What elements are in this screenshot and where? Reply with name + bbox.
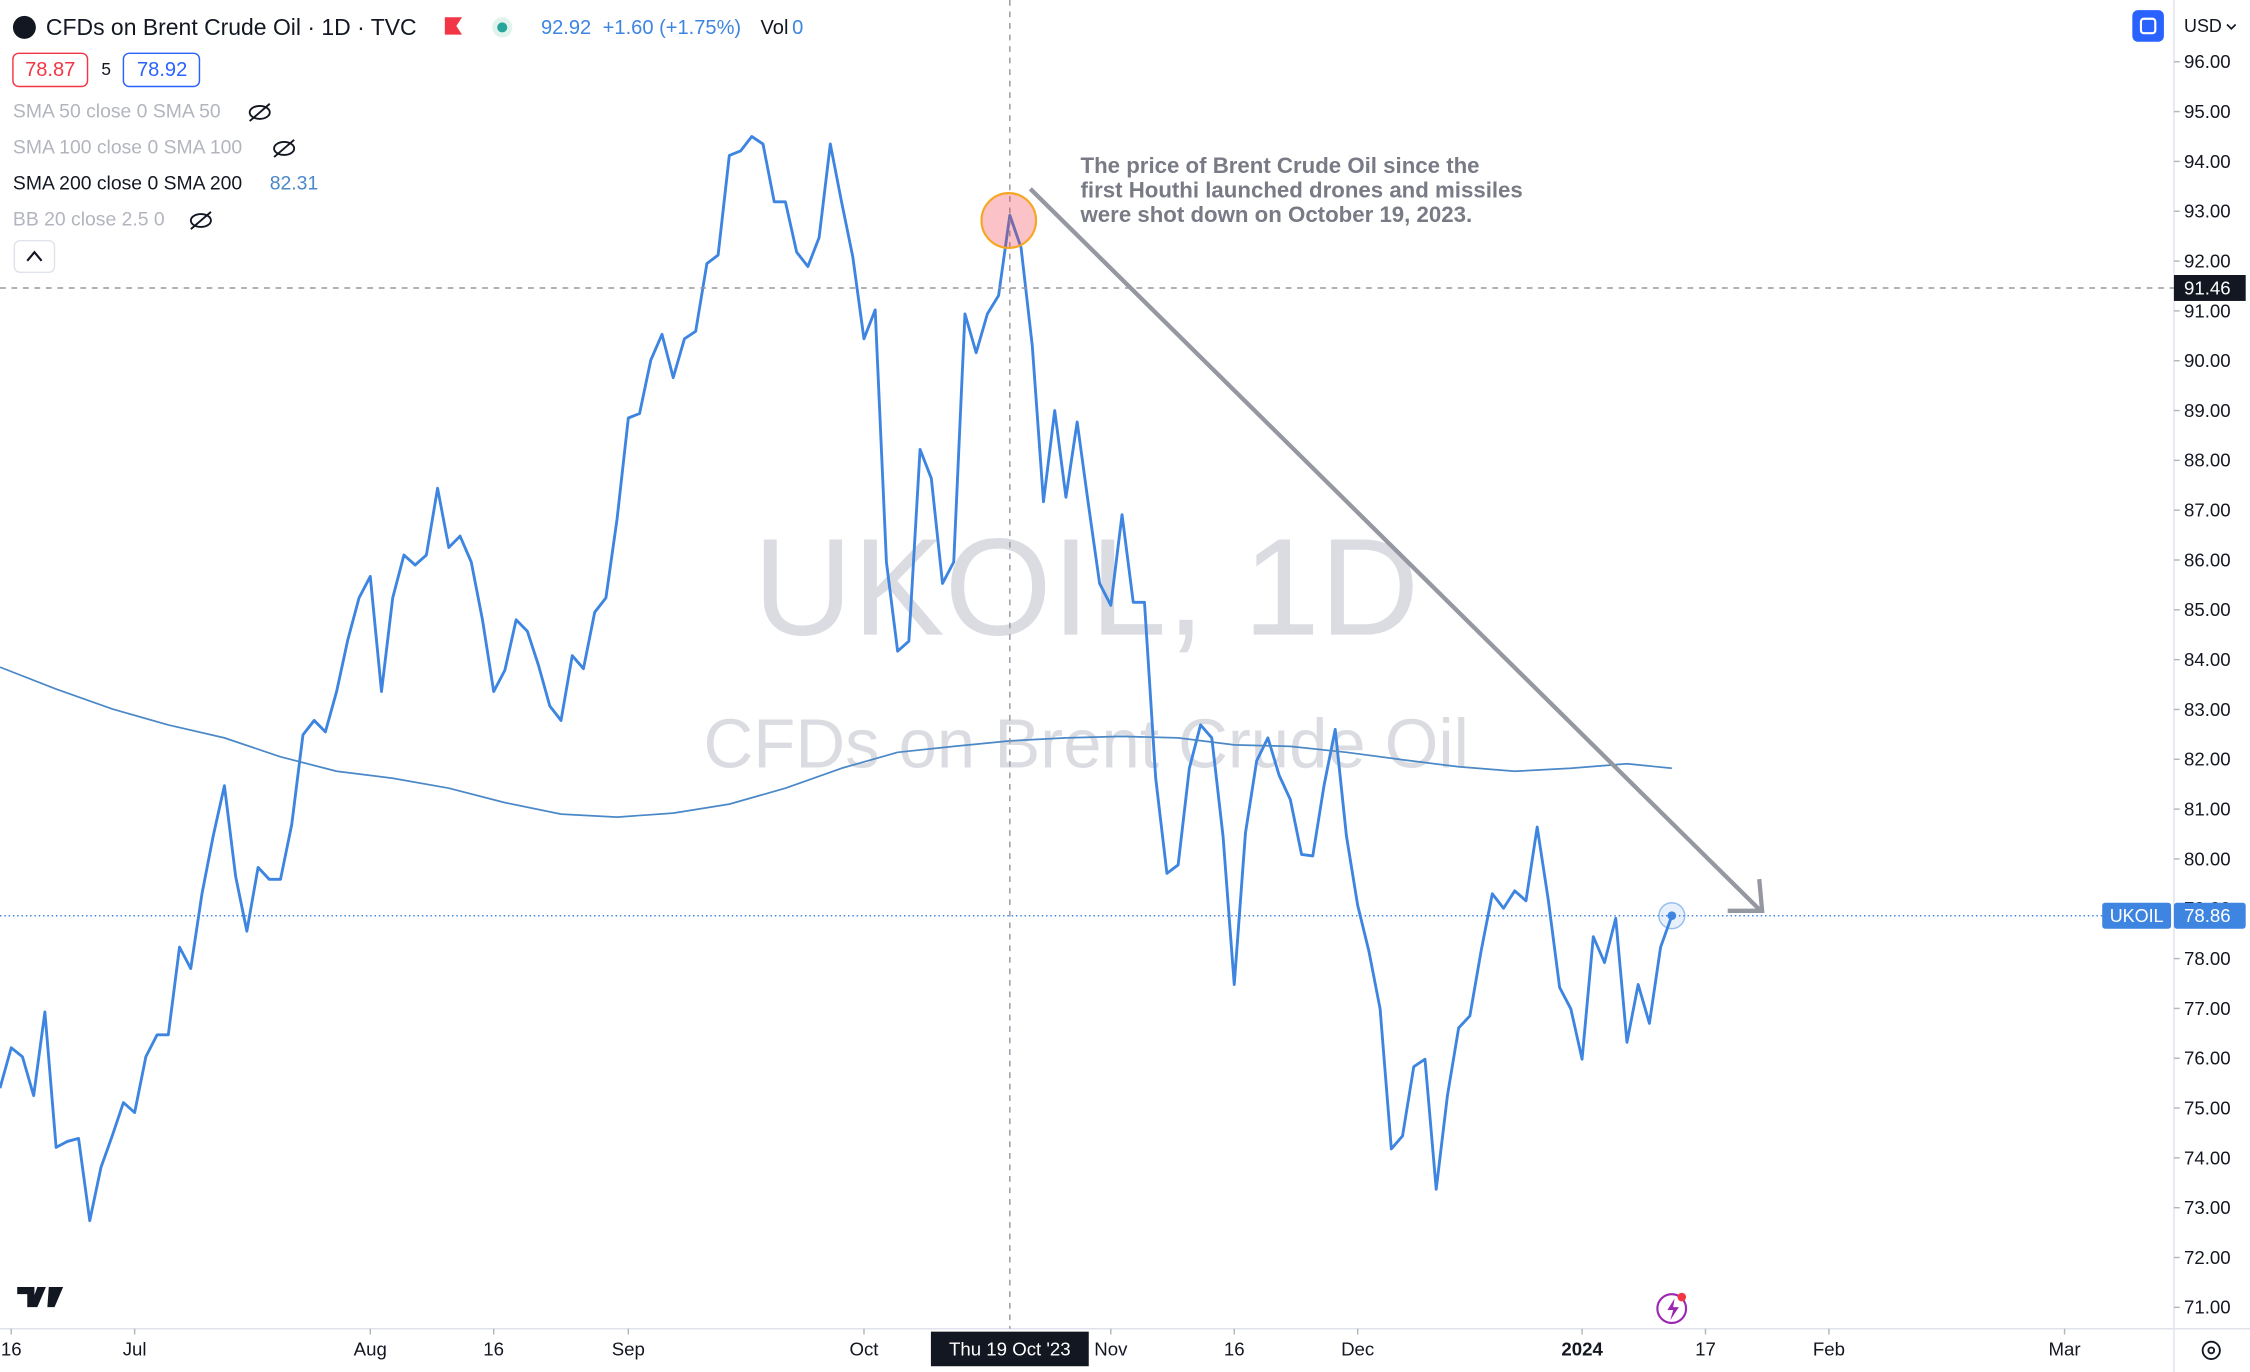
y-tick-label: 94.00 xyxy=(2184,151,2231,172)
y-tick-label: 83.00 xyxy=(2184,699,2231,720)
last-point xyxy=(1667,911,1677,921)
events-icon[interactable] xyxy=(1656,1293,1688,1325)
indicator-legend: SMA 50 close 0 SMA 50 SMA 100 close 0 SM… xyxy=(13,101,318,231)
y-tick-label: 72.00 xyxy=(2184,1247,2231,1268)
auto-scale-icon xyxy=(2139,17,2157,35)
x-tick-label: Mar xyxy=(2048,1338,2080,1359)
y-tick-label: 74.00 xyxy=(2184,1147,2231,1168)
events-bolt xyxy=(1667,1298,1679,1321)
indicator-value: 82.31 xyxy=(270,173,318,195)
arrow-head xyxy=(1727,878,1765,913)
y-tick-label: 96.00 xyxy=(2184,51,2231,72)
y-tick-label: 81.00 xyxy=(2184,798,2231,819)
annotation-line: first Houthi launched drones and missile… xyxy=(1081,178,1523,203)
crosshair-x-label: Thu 19 Oct '23 xyxy=(949,1338,1071,1359)
symbol-tag xyxy=(2102,902,2172,929)
x-tick-label: Sep xyxy=(612,1338,645,1359)
crosshair-y-box xyxy=(2173,275,2246,301)
y-tick-label: 95.00 xyxy=(2184,101,2231,122)
watermark-symbol: UKOIL, 1D xyxy=(753,510,1419,664)
y-tick-label: 75.00 xyxy=(2184,1097,2231,1118)
y-tick-label: 86.00 xyxy=(2184,549,2231,570)
price-tag xyxy=(2173,902,2246,929)
x-tick-label: Nov xyxy=(1094,1338,1128,1359)
y-tick-label: 92.00 xyxy=(2184,250,2231,271)
indicator-label[interactable]: BB 20 close 2.5 0 xyxy=(13,209,165,231)
y-tick-label: 85.00 xyxy=(2184,599,2231,620)
x-tick-label: 2024 xyxy=(1561,1338,1603,1359)
bid-box[interactable] xyxy=(12,52,89,88)
price-line xyxy=(0,135,1674,1223)
flag-icon[interactable] xyxy=(444,17,463,35)
y-tick-label: 80.00 xyxy=(2184,848,2231,869)
y-tick-label: 77.00 xyxy=(2184,998,2231,1019)
x-tick-label: 17 xyxy=(1695,1338,1716,1359)
y-tick-label: 71.00 xyxy=(2184,1297,2231,1318)
settings-icon[interactable] xyxy=(2201,1340,2221,1360)
trend-arrow xyxy=(1028,187,1761,911)
collapse-icon xyxy=(26,250,43,262)
status-dot xyxy=(497,22,508,33)
x-tick-label: Oct xyxy=(849,1338,879,1359)
x-tick-label: Aug xyxy=(354,1338,387,1359)
symbol-title[interactable]: CFDs on Brent Crude Oil · 1D · TVC xyxy=(46,14,417,40)
currency-button[interactable] xyxy=(2175,10,2245,42)
indicator-label[interactable]: SMA 100 close 0 SMA 100 xyxy=(13,137,242,159)
x-tick-label: Feb xyxy=(1813,1338,1845,1359)
y-tick-label: 93.00 xyxy=(2184,201,2231,222)
crosshair-y-label: 91.46 xyxy=(2184,277,2231,298)
annotation: The price of Brent Crude Oil since the f… xyxy=(1080,153,1523,227)
watermark: UKOIL, 1D CFDs on Brent Crude Oil xyxy=(704,510,1469,782)
logo xyxy=(17,1286,64,1308)
annotation-line: were shot down on October 19, 2023. xyxy=(1080,202,1473,227)
y-tick-label: 73.00 xyxy=(2184,1197,2231,1218)
indicator-label[interactable]: SMA 50 close 0 SMA 50 xyxy=(13,101,221,123)
volume-label: Vol xyxy=(761,17,789,39)
y-tick-label: 78.00 xyxy=(2184,948,2231,969)
events-dot xyxy=(1677,1292,1687,1302)
hide-icons[interactable] xyxy=(189,103,296,230)
ask-price: 78.92 xyxy=(137,59,187,81)
x-tick-label: Jul xyxy=(123,1338,147,1359)
y-tick-label: 89.00 xyxy=(2184,400,2231,421)
y-tick-label: 88.00 xyxy=(2184,450,2231,471)
currency: USD xyxy=(2184,16,2222,36)
settings-icon-core xyxy=(2207,1346,2216,1355)
volume-value: 0 xyxy=(792,17,803,39)
x-tick-label: Dec xyxy=(1341,1338,1374,1359)
highlight-circle xyxy=(980,192,1038,249)
x-tick-label: 16 xyxy=(483,1338,504,1359)
y-tick-label: 90.00 xyxy=(2184,350,2231,371)
y-tick-label: 84.00 xyxy=(2184,649,2231,670)
last-price: 92.92 xyxy=(541,17,591,39)
currency-caret xyxy=(2226,23,2237,31)
y-tick-label: 76.00 xyxy=(2184,1048,2231,1069)
y-tick-label: 91.00 xyxy=(2184,300,2231,321)
symbol-tag-label: UKOIL xyxy=(2110,906,2164,926)
sma-line xyxy=(0,666,1672,818)
annotation-line: The price of Brent Crude Oil since the xyxy=(1081,153,1480,178)
price-change: +1.60 (+1.75%) xyxy=(603,17,741,39)
y-tick-label: 87.00 xyxy=(2184,500,2231,521)
watermark-name: CFDs on Brent Crude Oil xyxy=(704,706,1469,783)
auto-scale-button[interactable] xyxy=(2132,10,2164,42)
x-tick-label: 16 xyxy=(1,1338,22,1359)
spread: 5 xyxy=(101,59,111,79)
y-tick-label: 82.00 xyxy=(2184,749,2231,770)
symbol-icon xyxy=(12,15,36,39)
x-tick-label: 16 xyxy=(1224,1338,1245,1359)
indicator-label[interactable]: SMA 200 close 0 SMA 200 xyxy=(13,173,242,195)
ask-box[interactable] xyxy=(122,52,201,88)
collapse-button[interactable] xyxy=(13,239,56,274)
price-tag-label: 78.86 xyxy=(2184,905,2231,926)
bid-price: 78.87 xyxy=(25,59,75,81)
crosshair-x-box xyxy=(930,1331,1089,1367)
